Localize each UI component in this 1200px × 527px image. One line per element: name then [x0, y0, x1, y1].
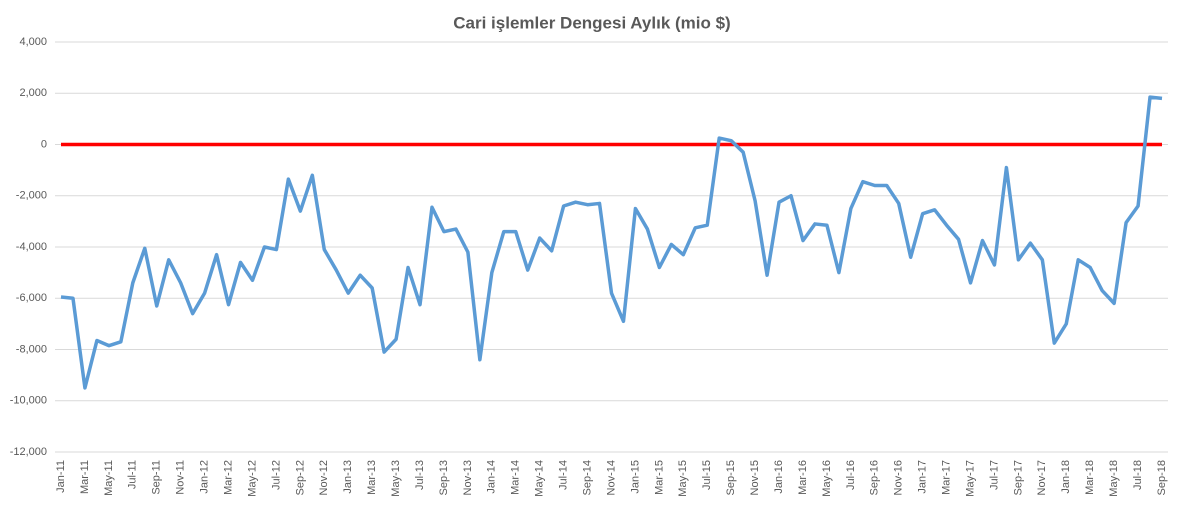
x-tick-label: Jul-13: [414, 460, 426, 490]
y-tick-label: -6,000: [16, 292, 47, 304]
x-tick-label: May-12: [246, 460, 258, 497]
y-tick-label: -2,000: [16, 190, 47, 202]
x-tick-label: Sep-13: [438, 460, 450, 495]
x-tick-label: Nov-16: [893, 460, 905, 495]
x-tick-label: Mar-14: [510, 460, 522, 495]
y-tick-label: -12,000: [10, 446, 47, 458]
x-tick-label: Jul-15: [701, 460, 713, 490]
x-tick-label: Mar-13: [366, 460, 378, 495]
x-tick-label: Sep-11: [151, 460, 163, 495]
x-tick-label: Jan-17: [917, 460, 929, 494]
x-tick-label: Mar-12: [222, 460, 234, 495]
x-tick-label: Mar-16: [797, 460, 809, 495]
x-tick-label: Jul-16: [845, 460, 857, 490]
x-tick-label: Jul-14: [558, 460, 570, 490]
x-tick-label: Sep-16: [869, 460, 881, 495]
x-tick-label: May-18: [1108, 460, 1120, 497]
x-tick-label: Jan-15: [629, 460, 641, 494]
x-tick-label: Jul-18: [1132, 460, 1144, 490]
x-tick-label: May-17: [964, 460, 976, 497]
x-tick-label: Jan-13: [342, 460, 354, 494]
x-tick-label: May-15: [677, 460, 689, 497]
x-tick-label: Jan-11: [55, 460, 67, 493]
x-tick-label: Sep-15: [725, 460, 737, 495]
y-tick-label: -4,000: [16, 241, 47, 253]
x-tick-label: Mar-11: [79, 460, 91, 494]
y-tick-label: 4,000: [19, 36, 47, 48]
x-tick-label: Nov-14: [605, 460, 617, 495]
x-tick-label: Sep-14: [581, 460, 593, 495]
x-tick-label: Nov-13: [462, 460, 474, 495]
x-tick-label: Mar-15: [653, 460, 665, 495]
y-tick-label: 2,000: [19, 87, 47, 99]
y-tick-label: -10,000: [10, 395, 47, 407]
x-tick-label: May-13: [390, 460, 402, 497]
chart-title: Cari işlemler Dengesi Aylık (mio $): [453, 13, 730, 32]
y-tick-label: -8,000: [16, 343, 47, 355]
x-tick-label: Nov-11: [175, 460, 187, 495]
line-series: [60, 95, 1163, 390]
x-tick-label: Sep-12: [294, 460, 306, 495]
x-tick-label: Jan-18: [1060, 460, 1072, 494]
x-tick-label: May-16: [821, 460, 833, 497]
x-tick-label: Sep-18: [1156, 460, 1168, 495]
y-tick-label: 0: [41, 138, 47, 150]
x-tick-label: Jan-14: [486, 460, 498, 494]
x-tick-label: Jan-12: [199, 460, 211, 494]
x-tick-label: Nov-12: [318, 460, 330, 495]
x-tick-label: Sep-17: [1012, 460, 1024, 495]
x-tick-label: Nov-17: [1036, 460, 1048, 495]
x-tick-label: May-14: [534, 460, 546, 497]
x-tick-label: Jul-11: [127, 460, 139, 489]
x-tick-label: Mar-17: [940, 460, 952, 495]
x-tick-label: Jan-16: [773, 460, 785, 494]
x-tick-label: May-11: [103, 460, 115, 496]
x-tick-label: Nov-15: [749, 460, 761, 495]
x-tick-label: Jul-17: [988, 460, 1000, 490]
x-tick-label: Jul-12: [270, 460, 282, 490]
x-tick-label: Mar-18: [1084, 460, 1096, 495]
